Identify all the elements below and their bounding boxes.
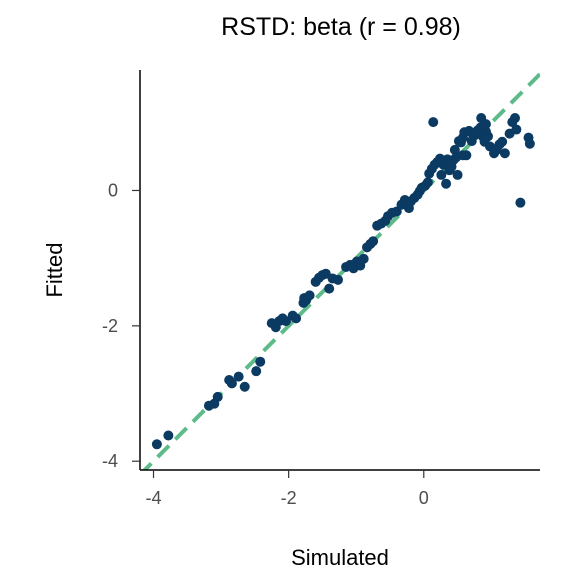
data-point	[441, 178, 452, 189]
data-point	[452, 169, 463, 180]
data-point	[510, 113, 520, 124]
data-point	[151, 439, 162, 450]
y-tick-label: -2	[102, 316, 118, 336]
data-point	[524, 138, 535, 149]
data-point	[466, 136, 477, 147]
chart-title: RSTD: beta (r = 0.98)	[221, 13, 461, 41]
data-point	[163, 430, 174, 441]
data-point	[255, 356, 266, 367]
data-point	[368, 236, 379, 247]
data-point	[436, 169, 447, 180]
data-point	[482, 131, 493, 142]
data-point	[291, 313, 302, 324]
y-axis-ticks: -4 -2 0	[102, 180, 140, 471]
data-point	[499, 148, 510, 159]
data-point	[226, 378, 237, 389]
data-point	[304, 290, 315, 301]
data-point	[511, 124, 522, 135]
data-point	[233, 371, 244, 382]
data-point	[480, 119, 491, 130]
data-point	[280, 316, 291, 327]
y-tick-label: 0	[108, 180, 118, 200]
data-point	[251, 366, 262, 377]
data-points	[151, 113, 535, 450]
y-axis-label: Fitted	[42, 242, 67, 297]
data-point	[422, 177, 433, 188]
data-point	[515, 197, 526, 208]
data-point	[212, 391, 223, 402]
x-tick-label: 0	[419, 488, 429, 508]
data-point	[497, 136, 508, 147]
x-axis-ticks: -4 -2 0	[146, 470, 429, 508]
x-tick-label: -2	[281, 488, 297, 508]
data-point	[239, 381, 250, 392]
data-point	[449, 144, 460, 155]
data-point	[457, 150, 468, 161]
x-tick-label: -4	[146, 488, 162, 508]
y-tick-label: -4	[102, 451, 118, 471]
identity-reference-line	[141, 72, 540, 470]
x-axis-label: Simulated	[291, 545, 389, 570]
plot-area	[141, 72, 540, 470]
data-point	[332, 274, 343, 285]
data-point	[358, 253, 369, 264]
data-point	[324, 283, 335, 294]
data-point	[428, 117, 439, 128]
